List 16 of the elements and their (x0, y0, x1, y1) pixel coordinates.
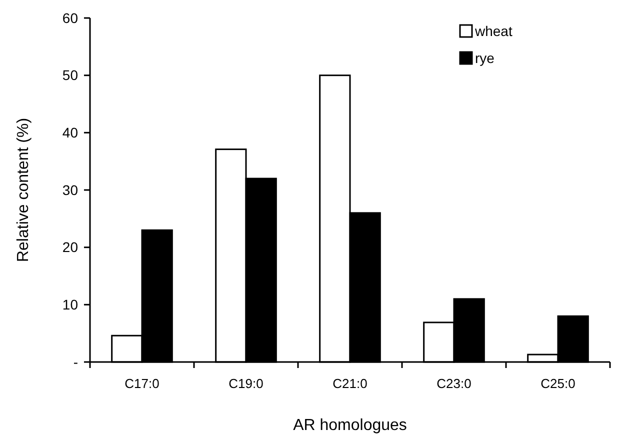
x-axis-title: AR homologues (293, 417, 407, 434)
y-axis-title: Relative content (%) (15, 118, 32, 262)
x-tick-label: C23:0 (436, 376, 472, 391)
y-tick-label: - (73, 354, 78, 370)
legend-label: wheat (474, 23, 512, 39)
x-tick-label: C17:0 (124, 376, 160, 391)
y-tick-label: 60 (62, 10, 78, 26)
legend-label: rye (475, 50, 495, 66)
x-tick-label: C21:0 (332, 376, 368, 391)
y-tick-label: 50 (62, 67, 78, 84)
y-tick-label: 20 (62, 239, 78, 256)
y-tick-label: 40 (62, 124, 78, 141)
x-tick-label: C19:0 (228, 376, 264, 391)
y-tick-label: 30 (62, 182, 78, 198)
x-tick-label: C25:0 (540, 376, 576, 391)
y-tick-label: 10 (62, 296, 78, 313)
